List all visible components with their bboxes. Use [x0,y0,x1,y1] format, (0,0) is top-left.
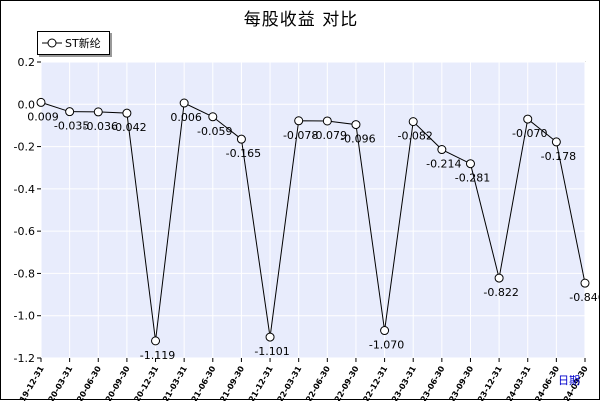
data-label: 0.009 [27,110,59,123]
data-point [494,273,504,283]
data-point [208,112,218,122]
data-point [36,97,46,107]
data-label: -0.178 [541,150,576,163]
data-point [408,117,418,127]
data-label: -1.119 [140,349,175,362]
legend-label: ST新纶 [65,37,101,50]
x-tick-label: 2023-06-30 [413,364,447,401]
x-axis-title: 日期 [558,374,580,387]
y-axis-ticks: 0.2 0.0 -0.2 -0.4 -0.6 -0.8 -1.0 -1.2 [14,56,41,365]
x-tick-label: 2020-12-31 [127,364,161,401]
data-point [380,326,390,336]
x-tick-label: 2020-06-30 [70,364,104,401]
data-point [437,145,447,155]
x-tick-label: 2023-03-31 [385,364,419,401]
data-point [122,108,132,118]
x-tick-label: 2019-12-31 [12,364,46,401]
series-line [40,101,586,341]
data-point [65,107,75,117]
data-label: -1.101 [254,345,289,358]
data-point [265,332,275,342]
y-tick-label: 0.2 [18,56,36,69]
x-tick-label: 2024-03-31 [499,364,533,401]
data-label: -0.096 [340,133,375,146]
x-tick-label: 2021-09-30 [213,364,247,401]
data-label: 0.006 [170,111,202,124]
x-tick-label: 2020-03-31 [41,364,75,401]
x-tick-label: 2022-03-31 [270,364,304,401]
data-point [351,120,361,130]
legend-marker-icon [42,38,62,48]
legend: ST新纶 [37,31,110,55]
data-label: -0.036 [83,120,118,133]
x-tick-label: 2021-03-31 [156,364,190,401]
data-point [294,116,304,126]
x-tick-label: 2022-09-30 [327,364,361,401]
x-tick-label: 2023-12-31 [470,364,504,401]
data-point [179,98,189,108]
x-tick-label: 2021-06-30 [184,364,218,401]
y-tick-label: -0.4 [14,183,35,196]
grid-horizontal [41,61,585,359]
data-point [93,107,103,117]
data-label: -0.070 [512,127,547,140]
x-tick-label: 2024-06-30 [528,364,562,401]
data-label: -1.070 [369,339,404,352]
data-label: -0.082 [397,130,432,143]
chart-title: 每股收益 对比 [243,10,359,30]
value-labels: 0.009-0.035-0.036-0.042 -1.119 0.006-0.059… [27,110,600,361]
data-point [465,159,475,169]
data-label: -0.079 [312,129,347,142]
plot-area [40,61,586,359]
data-point [580,278,590,288]
x-tick-label: 2022-06-30 [299,364,333,401]
x-tick-label: 2023-09-30 [442,364,476,401]
data-point [151,336,161,346]
x-axis-ticks: 2019-12-312020-03-312020-06-302020-09-30… [12,358,590,401]
data-point [236,134,246,144]
y-tick-label: -0.8 [14,267,35,280]
grid-vertical [40,62,586,358]
y-tick-label: -1.0 [14,310,35,323]
y-tick-label: 0.0 [18,98,36,111]
data-label: -0.165 [226,147,261,160]
data-label: -0.078 [283,129,318,142]
data-label: -0.846 [569,291,600,304]
data-label: -0.035 [54,120,89,133]
data-point [523,114,533,124]
x-tick-label: 2021-12-31 [241,364,275,401]
y-tick-label: -0.2 [14,141,35,154]
series-markers [36,97,590,346]
x-tick-label: 2022-12-31 [356,364,390,401]
data-label: -0.281 [455,172,490,185]
data-label: -0.042 [111,121,146,134]
data-point [551,137,561,147]
data-label: -0.214 [426,158,461,171]
y-tick-label: -1.2 [14,352,35,365]
data-label: -0.059 [197,125,232,138]
x-tick-label: 2020-09-30 [98,364,132,401]
y-tick-label: -0.6 [14,225,35,238]
data-point [322,116,332,126]
data-label: -0.822 [483,286,518,299]
